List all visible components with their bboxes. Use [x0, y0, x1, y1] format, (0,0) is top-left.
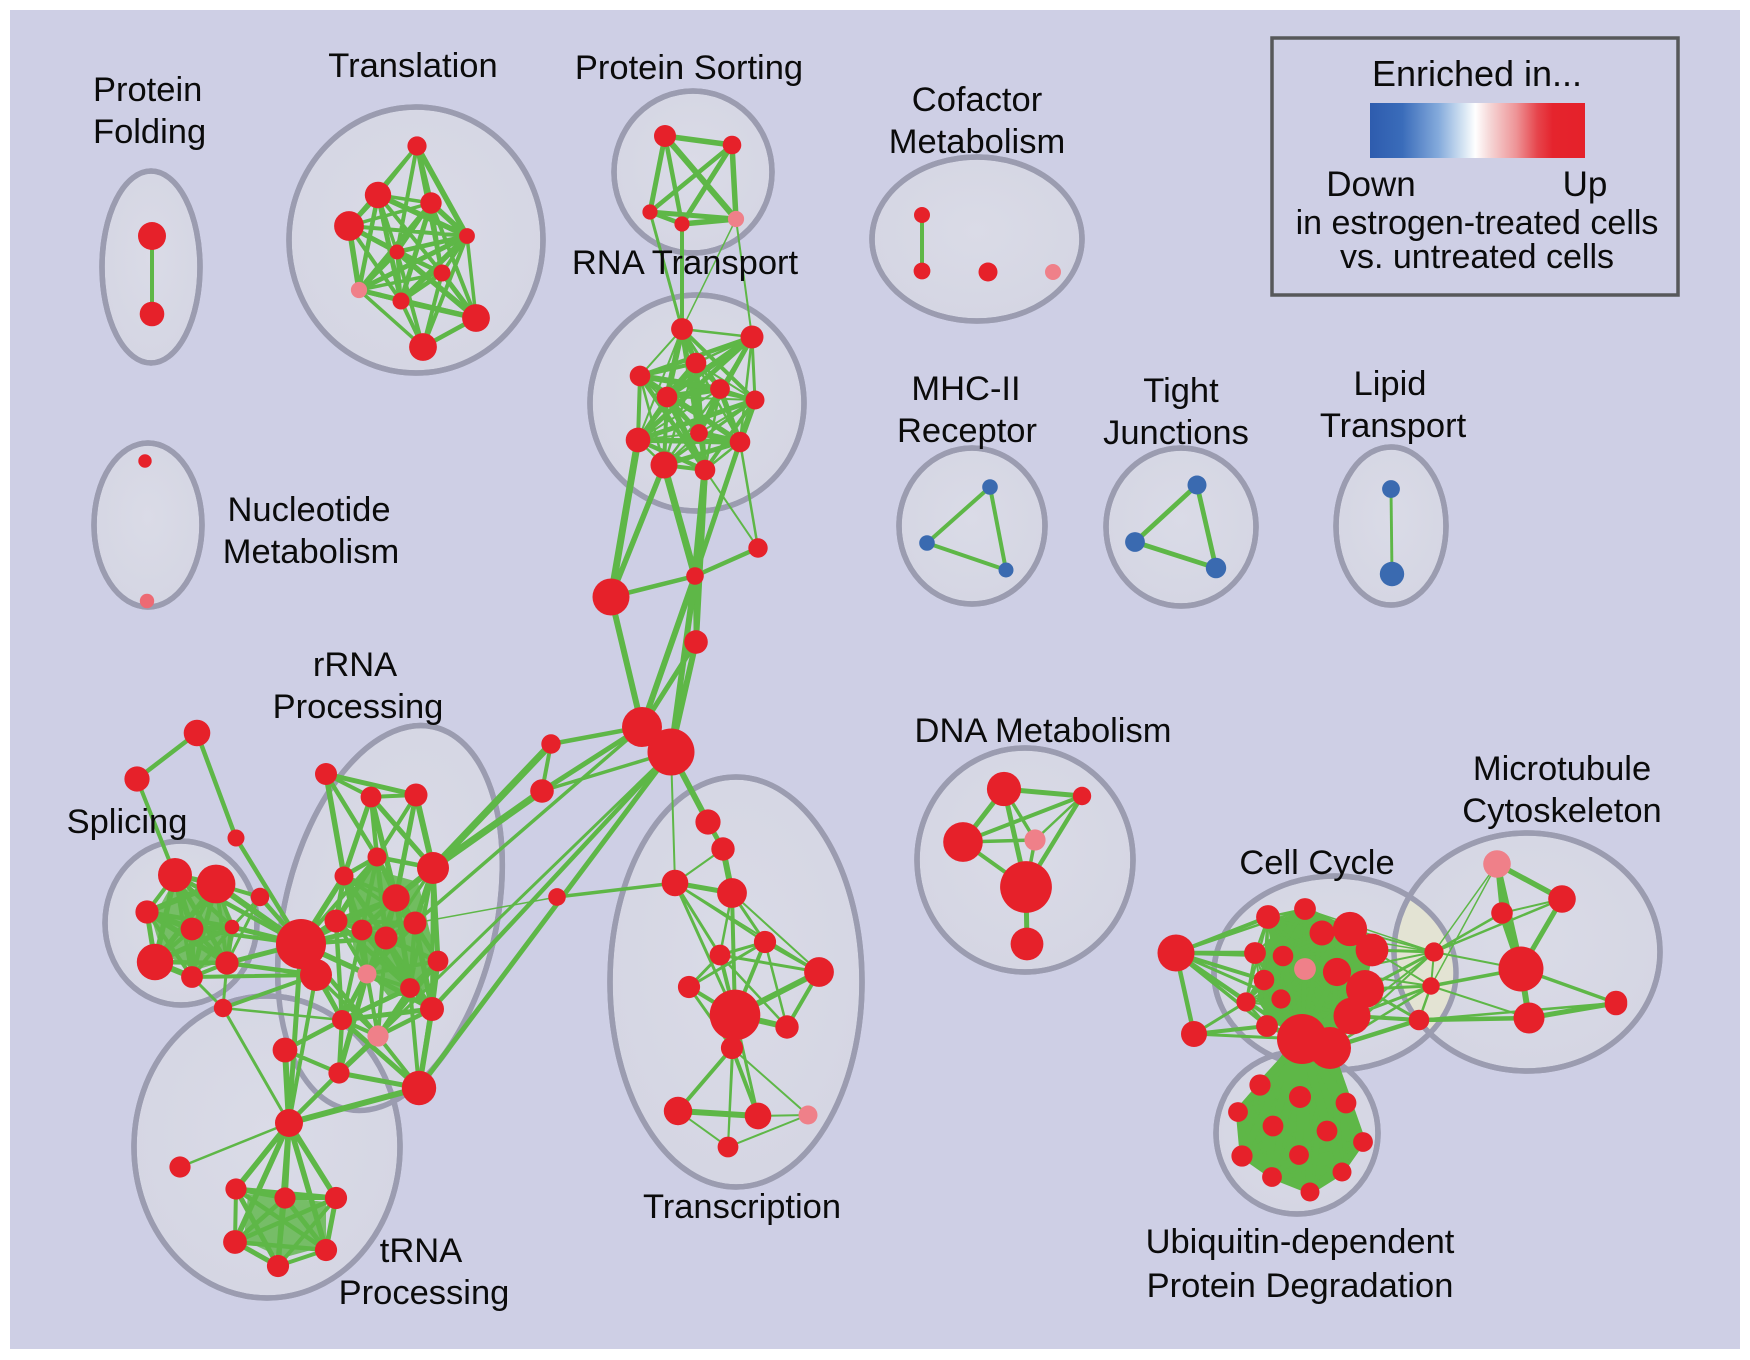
svg-text:DNA Metabolism: DNA Metabolism — [915, 712, 1172, 750]
svg-text:Up: Up — [1563, 165, 1608, 204]
svg-text:Cytoskeleton: Cytoskeleton — [1462, 792, 1661, 830]
svg-text:Metabolism: Metabolism — [889, 123, 1065, 161]
svg-text:Protein: Protein — [93, 71, 202, 109]
svg-text:Microtubule: Microtubule — [1473, 750, 1651, 788]
svg-text:Nucleotide: Nucleotide — [227, 491, 390, 529]
svg-text:Down: Down — [1326, 165, 1415, 204]
svg-text:Enriched in...: Enriched in... — [1372, 53, 1582, 94]
svg-text:Cell Cycle: Cell Cycle — [1239, 844, 1394, 882]
svg-text:Transport: Transport — [1320, 407, 1467, 445]
svg-text:Junctions: Junctions — [1103, 414, 1249, 452]
svg-text:RNA Transport: RNA Transport — [572, 244, 799, 282]
svg-text:vs. untreated cells: vs. untreated cells — [1340, 238, 1614, 276]
svg-text:Translation: Translation — [328, 47, 497, 85]
svg-text:Processing: Processing — [339, 1274, 510, 1312]
svg-text:Protein Sorting: Protein Sorting — [575, 49, 803, 87]
svg-text:Protein Degradation: Protein Degradation — [1147, 1267, 1454, 1305]
svg-text:Receptor: Receptor — [897, 412, 1037, 450]
svg-text:Splicing: Splicing — [67, 803, 188, 841]
svg-text:Metabolism: Metabolism — [223, 533, 399, 571]
svg-text:rRNA: rRNA — [313, 646, 397, 684]
svg-text:Ubiquitin-dependent: Ubiquitin-dependent — [1146, 1223, 1455, 1261]
svg-text:Transcription: Transcription — [643, 1188, 841, 1226]
svg-text:Processing: Processing — [273, 688, 444, 726]
svg-text:MHC-II: MHC-II — [911, 370, 1020, 408]
svg-text:Tight: Tight — [1143, 372, 1219, 410]
svg-text:Folding: Folding — [93, 113, 206, 151]
svg-text:in estrogen-treated cells: in estrogen-treated cells — [1296, 204, 1659, 242]
svg-text:Lipid: Lipid — [1354, 365, 1427, 403]
svg-text:tRNA: tRNA — [380, 1232, 462, 1270]
svg-text:Cofactor: Cofactor — [912, 81, 1042, 119]
